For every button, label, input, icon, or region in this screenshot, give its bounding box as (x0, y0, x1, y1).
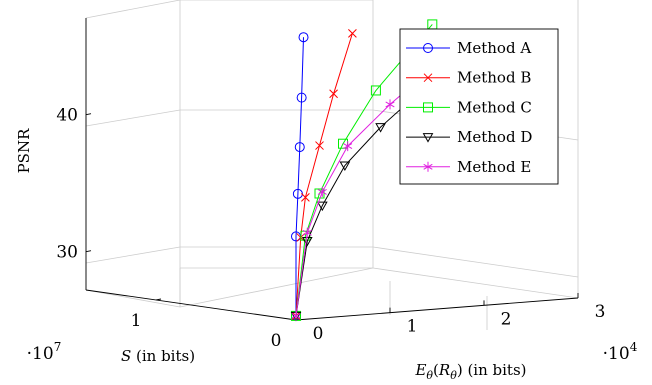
series-4-point-1 (302, 227, 312, 238)
s-tick-1 (155, 298, 162, 301)
e-tick-label-3: 3 (595, 302, 606, 322)
axes-layer (85, 18, 579, 321)
y-axis-multiplier: ·104 (603, 340, 638, 364)
legend-entry-3: Method D (406, 128, 532, 146)
series-2-point-2 (314, 188, 325, 199)
psnr-tick-label-0: 30 (56, 243, 78, 263)
series-4-point-4 (385, 99, 395, 110)
series-2-point-4 (370, 85, 381, 96)
legend-marker-0 (423, 43, 433, 53)
series-line-3 (295, 84, 428, 316)
series-line-2 (295, 24, 433, 316)
series-line-0 (295, 37, 304, 316)
e-tick-label-1: 1 (407, 317, 418, 337)
series-0-point-4 (296, 92, 307, 103)
legend-marker-1 (423, 73, 433, 83)
legend-label-0: Method A (457, 39, 531, 57)
x-axis-label: S (in bits) (121, 347, 195, 365)
e-tick-label-2: 2 (501, 309, 512, 329)
series-3-point-3 (339, 161, 351, 172)
legend-entry-4: Method E (406, 158, 531, 176)
psnr-tick-0 (85, 250, 92, 253)
series-0-point-5 (298, 32, 309, 43)
series-line-4 (295, 55, 447, 316)
legend-entry-0: Method A (406, 39, 531, 57)
legend-entry-1: Method B (406, 69, 531, 87)
series-line-1 (295, 33, 353, 316)
e-axis-line (295, 297, 579, 321)
series-4-point-2 (317, 186, 327, 197)
series-4-point-3 (343, 141, 353, 152)
s-tick-label-0: 0 (271, 331, 282, 351)
s-tick-label-1: 1 (131, 311, 142, 331)
legend-marker-2 (423, 102, 433, 113)
psnr-tick-label-1: 40 (56, 106, 78, 126)
s-axis-line (85, 289, 297, 321)
legend-label-1: Method B (457, 69, 531, 87)
legend-label-3: Method D (457, 128, 532, 146)
series-1-point-2 (301, 192, 310, 202)
legend-marker-4 (423, 161, 433, 172)
series-1-point-3 (315, 141, 324, 150)
legend-entry-2: Method C (406, 98, 532, 116)
legend-box (399, 28, 559, 185)
series-layer (290, 19, 451, 322)
series-0 (291, 32, 309, 321)
legend-label-2: Method C (457, 98, 532, 116)
psnr-tick-1 (85, 113, 92, 116)
legend: Method A Method B Method C Method D Method E (399, 28, 559, 185)
series-3-point-2 (316, 201, 328, 212)
series-4-point-0 (291, 310, 301, 321)
legend-marker-3 (422, 133, 434, 143)
series-0-point-3 (294, 142, 305, 153)
x-axis-multiplier: ·107 (27, 340, 62, 364)
series-3-point-4 (375, 123, 386, 133)
y-axis-label: Eθ(Rθ) (in bits) (414, 361, 526, 382)
series-1-point-5 (348, 29, 357, 38)
e-tick-label-0: 0 (313, 324, 324, 344)
legend-label-4: Method E (457, 158, 531, 176)
z-axis-label: PSNR (15, 128, 33, 173)
series-1-point-4 (329, 89, 338, 99)
